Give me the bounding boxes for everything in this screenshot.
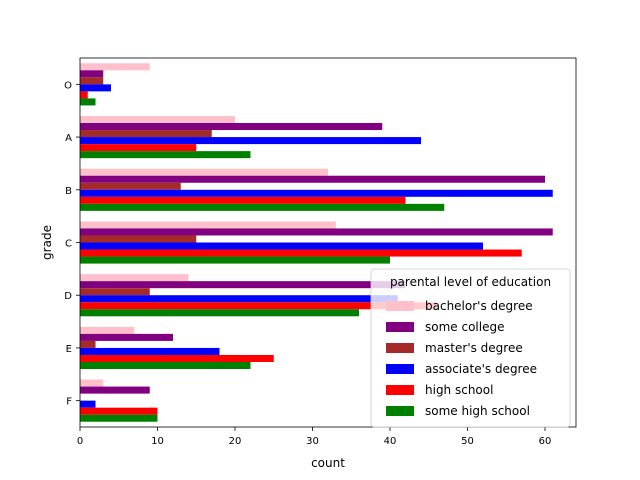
legend-label: high school: [425, 383, 493, 397]
bar: [80, 326, 135, 334]
bar: [80, 256, 390, 264]
y-axis-label: grade: [40, 225, 54, 260]
bar: [80, 340, 96, 348]
legend-label: associate's degree: [425, 362, 537, 376]
bar: [80, 274, 189, 282]
y-axis: O A B C D E F: [64, 80, 80, 408]
x-tick-label: 40: [384, 436, 397, 447]
bar: [80, 130, 212, 138]
legend-swatch: [386, 385, 414, 395]
bar: [80, 175, 545, 183]
bar: [80, 228, 553, 236]
legend-label: bachelor's degree: [425, 299, 533, 313]
bar: [80, 347, 220, 355]
x-tick-label: 30: [306, 436, 319, 447]
bar: [80, 235, 197, 243]
bars-layer: [80, 63, 553, 422]
bar: [80, 144, 197, 152]
bar: [80, 414, 158, 422]
bar: [80, 137, 421, 145]
y-tick-label: A: [65, 133, 72, 144]
x-tick-label: 50: [461, 436, 474, 447]
y-tick-label: F: [66, 397, 72, 408]
bar: [80, 281, 406, 289]
legend-swatch: [386, 301, 414, 311]
bar: [80, 196, 406, 204]
bar: [80, 115, 235, 124]
x-tick-label: 20: [229, 436, 242, 447]
bar: [80, 168, 328, 176]
bar: [80, 309, 359, 317]
bar: [80, 203, 445, 211]
bar: [80, 221, 336, 229]
legend-label: master's degree: [425, 341, 523, 355]
bar: [80, 386, 150, 394]
legend-swatch: [386, 343, 414, 353]
bar: [80, 407, 158, 415]
x-tick-label: 0: [77, 436, 83, 447]
bar: [80, 295, 398, 303]
bar: [80, 361, 251, 370]
x-tick-label: 60: [539, 436, 552, 447]
bar: [80, 302, 437, 310]
bar: [80, 189, 553, 197]
bar: [80, 333, 173, 341]
bar: [80, 70, 104, 78]
bar: [80, 123, 383, 131]
bar: [80, 84, 111, 92]
legend-box: [370, 268, 571, 428]
bar: [80, 63, 150, 71]
bar: [80, 249, 522, 257]
bar: [80, 242, 483, 250]
bar: [80, 182, 181, 190]
y-tick-label: O: [64, 80, 72, 91]
legend-label: some college: [425, 320, 504, 334]
legend-swatch: [386, 406, 414, 416]
bar: [80, 288, 150, 296]
bar: [80, 400, 96, 408]
y-tick-label: C: [65, 239, 72, 250]
y-tick-label: B: [65, 186, 72, 197]
legend: parental level of education bachelor's de…: [370, 268, 571, 428]
legend-label: some high school: [425, 404, 530, 418]
bar: [80, 77, 104, 85]
legend-title: parental level of education: [390, 275, 551, 289]
legend-swatch: [386, 322, 414, 332]
bar: [80, 379, 104, 387]
x-tick-label: 10: [151, 436, 164, 447]
bar: [80, 354, 274, 362]
y-tick-label: D: [64, 291, 72, 302]
bar: [80, 98, 96, 106]
x-axis-label: count: [311, 456, 345, 470]
bar: [80, 151, 251, 159]
x-axis: 0 10 20 30 40 50 60: [77, 427, 552, 447]
legend-swatch: [386, 364, 414, 374]
bar: [80, 91, 88, 99]
y-tick-label: E: [66, 344, 72, 355]
